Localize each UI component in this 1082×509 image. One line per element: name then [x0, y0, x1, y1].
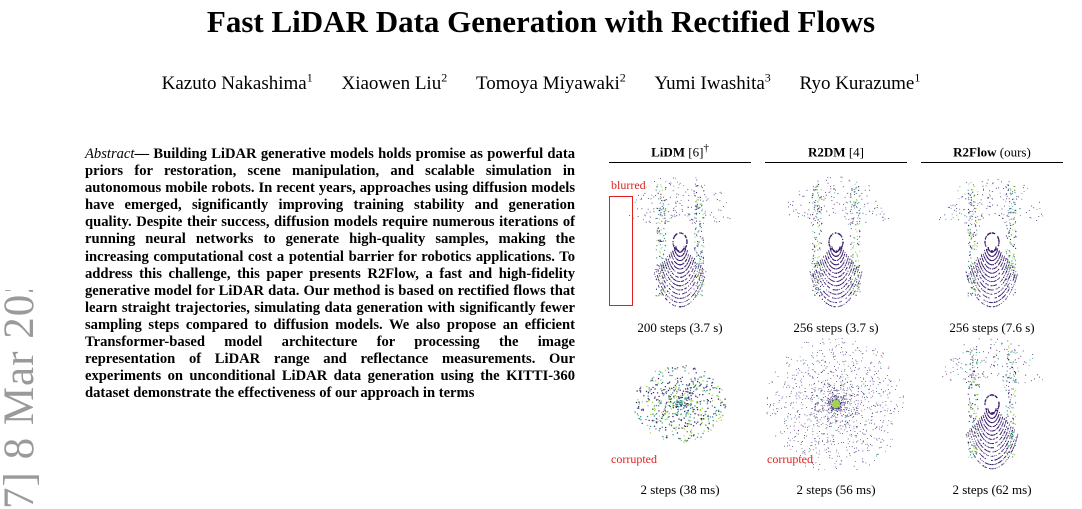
- corrupted-label: corrupted: [767, 452, 813, 466]
- author-name: Yumi Iwashita: [654, 73, 765, 95]
- panel-r2flow-256-steps: [921, 176, 1063, 308]
- column-header-lidm: LiDM [6]†: [651, 142, 709, 160]
- column-rule: [921, 162, 1063, 163]
- author-affiliation: 1: [914, 71, 921, 85]
- caption-row1-lidm: 200 steps (3.7 s): [637, 320, 723, 335]
- author-name: Ryo Kurazume: [799, 73, 915, 95]
- caption-row2-r2flow: 2 steps (62 ms): [952, 482, 1032, 497]
- author-affiliation: 2: [619, 71, 626, 85]
- author-name: Kazuto Nakashima: [161, 73, 307, 95]
- figure-comparison: LiDM [6]† R2DM [4] R2Flow (ours) blurred…: [609, 142, 1064, 509]
- author-name: Tomoya Miyawaki: [475, 73, 620, 95]
- blurred-region-box: [609, 196, 633, 306]
- panel-r2dm-256-steps: [765, 176, 907, 308]
- arxiv-stamp-text: 7] 8 Mar 2025: [0, 290, 43, 509]
- panel-r2flow-2-steps: [921, 338, 1063, 470]
- column-rule: [765, 162, 907, 163]
- corrupted-label: corrupted: [611, 452, 657, 466]
- author: Yumi Iwashita3: [654, 71, 771, 95]
- author: Xiaowen Liu2: [341, 71, 448, 95]
- panel-r2dm-2-steps: [765, 338, 907, 470]
- author-list: Kazuto Nakashima1 Xiaowen Liu2 Tomoya Mi…: [0, 71, 1082, 95]
- caption-row1-r2dm: 256 steps (3.7 s): [793, 320, 879, 335]
- abstract-lead: Abstract: [85, 146, 135, 162]
- arxiv-side-stamp: 7] 8 Mar 2025: [0, 290, 58, 509]
- author-name: Xiaowen Liu: [341, 73, 442, 95]
- caption-row2-lidm: 2 steps (38 ms): [640, 482, 720, 497]
- column-header-r2dm: R2DM [4]: [808, 144, 864, 160]
- author-affiliation: 2: [441, 71, 448, 85]
- author: Tomoya Miyawaki2: [475, 71, 626, 95]
- paper-title: Fast LiDAR Data Generation with Rectifie…: [206, 4, 876, 39]
- panel-lidm-2-steps: [609, 338, 751, 470]
- abstract: Abstract— Building LiDAR generative mode…: [85, 146, 575, 402]
- column-rule: [609, 162, 751, 163]
- column-header-r2flow: R2Flow (ours): [953, 144, 1031, 160]
- blurred-label: blurred: [611, 178, 646, 192]
- abstract-text: — Building LiDAR generative models holds…: [85, 146, 575, 402]
- author: Kazuto Nakashima1: [161, 71, 313, 95]
- caption-row1-r2flow: 256 steps (7.6 s): [949, 320, 1035, 335]
- author-affiliation: 3: [764, 71, 771, 85]
- author: Ryo Kurazume1: [799, 71, 921, 95]
- author-affiliation: 1: [306, 71, 313, 85]
- caption-row2-r2dm: 2 steps (56 ms): [796, 482, 876, 497]
